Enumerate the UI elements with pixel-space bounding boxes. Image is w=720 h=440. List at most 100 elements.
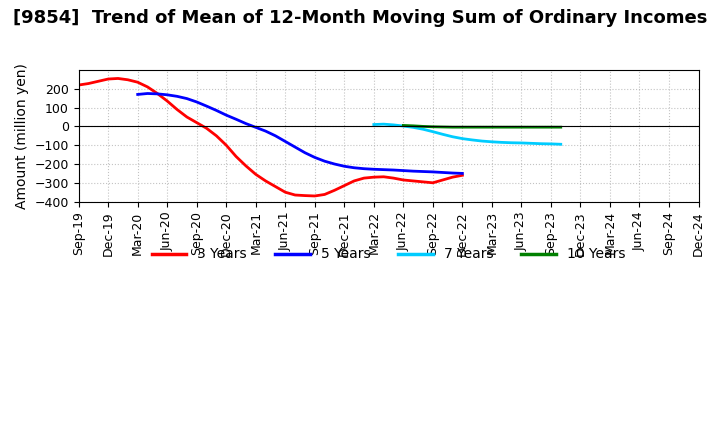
5 Years: [232, 117, 240, 122]
7 Years: [517, 140, 526, 146]
5 Years: [310, 155, 319, 160]
5 Years: [428, 169, 437, 175]
7 Years: [409, 125, 418, 130]
3 Years: [242, 163, 251, 169]
7 Years: [438, 132, 447, 137]
3 Years: [458, 172, 467, 178]
3 Years: [399, 177, 408, 183]
10 Years: [419, 124, 428, 129]
7 Years: [379, 121, 388, 127]
7 Years: [399, 123, 408, 128]
7 Years: [546, 141, 555, 147]
3 Years: [124, 77, 132, 82]
10 Years: [409, 123, 418, 128]
Legend: 3 Years, 5 Years, 7 Years, 10 Years: 3 Years, 5 Years, 7 Years, 10 Years: [146, 242, 631, 267]
3 Years: [281, 190, 289, 195]
5 Years: [261, 128, 270, 134]
5 Years: [173, 94, 181, 99]
3 Years: [310, 193, 319, 198]
7 Years: [527, 141, 536, 146]
10 Years: [536, 125, 545, 130]
3 Years: [183, 114, 192, 120]
7 Years: [536, 141, 545, 147]
3 Years: [232, 154, 240, 159]
3 Years: [74, 82, 83, 88]
7 Years: [458, 136, 467, 141]
3 Years: [409, 178, 418, 183]
5 Years: [291, 144, 300, 150]
3 Years: [114, 76, 122, 81]
5 Years: [369, 167, 378, 172]
3 Years: [133, 80, 142, 85]
3 Years: [428, 180, 437, 185]
7 Years: [390, 122, 398, 128]
3 Years: [153, 91, 162, 96]
10 Years: [508, 125, 516, 130]
7 Years: [449, 134, 457, 139]
3 Years: [261, 178, 270, 183]
3 Years: [222, 143, 230, 148]
5 Years: [438, 170, 447, 175]
5 Years: [390, 167, 398, 172]
5 Years: [222, 113, 230, 118]
10 Years: [458, 125, 467, 130]
Line: 5 Years: 5 Years: [138, 94, 462, 173]
5 Years: [143, 91, 152, 96]
10 Years: [498, 125, 506, 130]
3 Years: [202, 126, 211, 131]
Y-axis label: Amount (million yen): Amount (million yen): [15, 63, 29, 209]
7 Years: [428, 129, 437, 134]
10 Years: [468, 125, 477, 130]
7 Years: [478, 139, 487, 144]
Text: [9854]  Trend of Mean of 12-Month Moving Sum of Ordinary Incomes: [9854] Trend of Mean of 12-Month Moving …: [13, 9, 707, 27]
5 Years: [271, 133, 280, 139]
3 Years: [173, 107, 181, 112]
7 Years: [468, 137, 477, 143]
5 Years: [202, 103, 211, 109]
10 Years: [517, 125, 526, 130]
3 Years: [192, 120, 201, 125]
5 Years: [340, 164, 348, 169]
3 Years: [94, 79, 103, 84]
3 Years: [271, 184, 280, 189]
3 Years: [350, 178, 359, 183]
3 Years: [369, 175, 378, 180]
5 Years: [212, 108, 221, 113]
3 Years: [84, 81, 93, 86]
5 Years: [301, 150, 310, 155]
7 Years: [487, 139, 496, 144]
10 Years: [557, 125, 565, 130]
3 Years: [301, 193, 310, 198]
5 Years: [449, 170, 457, 176]
3 Years: [320, 192, 329, 197]
5 Years: [458, 171, 467, 176]
5 Years: [153, 91, 162, 96]
3 Years: [212, 133, 221, 139]
7 Years: [369, 122, 378, 127]
10 Years: [478, 125, 487, 130]
3 Years: [143, 84, 152, 90]
3 Years: [379, 174, 388, 180]
3 Years: [360, 176, 369, 181]
3 Years: [390, 176, 398, 181]
5 Years: [183, 96, 192, 101]
3 Years: [419, 179, 428, 184]
5 Years: [419, 169, 428, 174]
10 Years: [487, 125, 496, 130]
10 Years: [449, 125, 457, 130]
5 Years: [360, 166, 369, 171]
5 Years: [350, 165, 359, 170]
3 Years: [340, 183, 348, 188]
3 Years: [163, 99, 171, 104]
5 Years: [242, 121, 251, 126]
3 Years: [449, 175, 457, 180]
Line: 7 Years: 7 Years: [374, 124, 561, 144]
10 Years: [546, 125, 555, 130]
10 Years: [527, 125, 536, 130]
5 Years: [399, 168, 408, 173]
3 Years: [438, 177, 447, 183]
5 Years: [379, 167, 388, 172]
Line: 10 Years: 10 Years: [403, 125, 561, 127]
7 Years: [557, 142, 565, 147]
3 Years: [291, 192, 300, 198]
